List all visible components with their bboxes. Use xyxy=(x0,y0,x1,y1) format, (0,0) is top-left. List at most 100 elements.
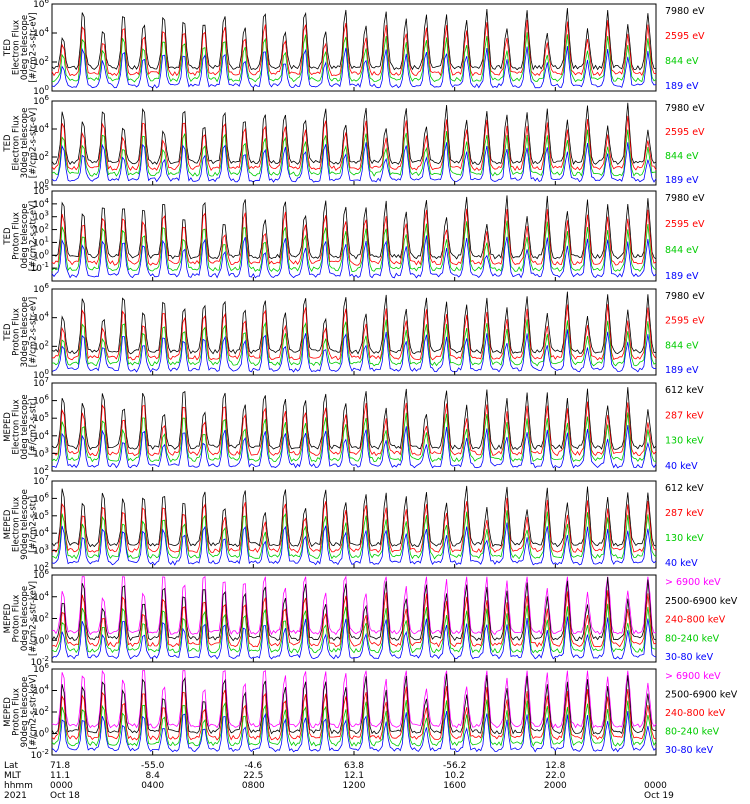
y-tick-label: 106 xyxy=(33,282,49,295)
y-axis-label: [#/cm2-s-str] xyxy=(29,496,39,553)
y-axis-label: 0deg telescope xyxy=(20,203,30,268)
x-tick-label: 0000 xyxy=(644,781,667,791)
y-axis-label: 90deg telescope xyxy=(20,677,30,748)
series-line-2 xyxy=(51,673,657,735)
y-axis-label: 30deg telescope xyxy=(20,108,30,179)
legend-entry: 2595 eV xyxy=(665,127,705,138)
legend-entry: 189 eV xyxy=(665,271,699,282)
legend-entry: 7980 eV xyxy=(665,291,705,302)
legend-entry: 80-240 keV xyxy=(665,727,720,738)
legend-entry: 2500-6900 keV xyxy=(665,690,738,701)
legend-entry: 612 keV xyxy=(665,385,704,396)
series-line-3 xyxy=(51,686,657,741)
y-axis-label: [#/cm2-s-str-eV] xyxy=(29,297,39,367)
series-line-3 xyxy=(51,319,657,367)
series-line-1 xyxy=(51,195,657,260)
x-tick-label: 10.2 xyxy=(445,771,465,781)
series-line-1 xyxy=(51,387,657,451)
series-line-4 xyxy=(51,424,657,469)
series-line-2 xyxy=(51,401,657,457)
y-axis-label: MEPED xyxy=(3,603,13,633)
x-tick-label: Oct 18 xyxy=(50,791,80,800)
series-line-4 xyxy=(51,699,657,747)
legend-entry: 844 eV xyxy=(665,340,699,351)
x-tick-label: -55.0 xyxy=(141,761,165,771)
x-tick-label: 1600 xyxy=(443,781,466,791)
x-tick-label: 71.8 xyxy=(50,761,70,771)
series-line-1 xyxy=(51,575,657,636)
series-line-5 xyxy=(51,616,657,660)
legend-entry: 189 eV xyxy=(665,81,699,92)
y-axis-label: Proton Flux xyxy=(12,688,22,736)
x-row-label: hhmm xyxy=(4,781,33,791)
series-line-3 xyxy=(51,32,657,83)
series-line-4 xyxy=(51,522,657,566)
series-line-4 xyxy=(51,329,657,373)
series-line-5 xyxy=(51,710,657,753)
y-axis-label: [#/cm2-s-str-eV] xyxy=(29,12,39,82)
x-tick-label: 8.4 xyxy=(146,771,161,781)
y-axis-label: [#/cm2-s-str-eV] xyxy=(29,108,39,178)
y-axis-label: MEPED xyxy=(3,509,13,539)
x-row-label: 2021 xyxy=(4,791,27,800)
legend-entry: 287 keV xyxy=(665,410,704,421)
legend-entry: 80-240 keV xyxy=(665,633,720,644)
legend-entry: 2595 eV xyxy=(665,31,705,42)
legend-entry: 30-80 keV xyxy=(665,745,714,756)
x-row-label: MLT xyxy=(4,771,22,781)
y-axis-label: Electron Flux xyxy=(12,497,22,552)
series-line-3 xyxy=(51,412,657,463)
series-line-2 xyxy=(51,19,657,77)
series-line-1 xyxy=(51,669,657,729)
series-line-1 xyxy=(51,102,657,165)
legend-entry: 844 eV xyxy=(665,245,699,256)
y-axis-label: 0deg telescope xyxy=(20,586,30,651)
series-line-1 xyxy=(51,8,657,71)
x-tick-label: 12.8 xyxy=(545,761,565,771)
y-axis-label: 30deg telescope xyxy=(20,297,30,368)
y-axis-label: TED xyxy=(3,134,13,153)
series-line-2 xyxy=(51,115,657,172)
series-line-3 xyxy=(51,510,657,560)
legend-entry: 240-800 keV xyxy=(665,708,726,719)
y-axis-label: MEPED xyxy=(3,697,13,727)
y-axis-label: Proton Flux xyxy=(12,308,22,356)
x-tick-label: Oct 19 xyxy=(644,791,674,800)
series-line-4 xyxy=(51,142,657,183)
legend-entry: 2595 eV xyxy=(665,219,705,230)
legend-entry: 844 eV xyxy=(665,151,699,162)
y-axis-label: TED xyxy=(3,227,13,246)
legend-entry: > 6900 keV xyxy=(665,671,721,682)
legend-entry: 189 eV xyxy=(665,365,699,376)
legend-entry: 130 keV xyxy=(665,533,704,544)
legend-entry: 40 keV xyxy=(665,558,698,569)
y-axis-label: Electron Flux xyxy=(12,399,22,454)
legend-entry: 2500-6900 keV xyxy=(665,596,738,607)
y-axis-label: 90deg telescope xyxy=(20,489,30,560)
series-line-2 xyxy=(51,497,657,554)
x-tick-label: 22.0 xyxy=(545,771,565,781)
legend-entry: 240-800 keV xyxy=(665,615,726,626)
series-line-2 xyxy=(51,208,657,266)
x-tick-label: -56.2 xyxy=(443,761,466,771)
series-line-3 xyxy=(51,129,657,177)
x-tick-label: 0400 xyxy=(141,781,164,791)
y-axis-label: MEPED xyxy=(3,412,13,442)
legend-entry: 2595 eV xyxy=(665,316,705,327)
y-axis-label: TED xyxy=(3,38,13,57)
y-axis-label: [#/cm2-s-str-eV] xyxy=(29,201,39,271)
legend-entry: 189 eV xyxy=(665,175,699,186)
y-axis-label: 0deg telescope xyxy=(20,15,30,80)
legend-entry: 7980 eV xyxy=(665,6,705,17)
x-tick-label: -4.6 xyxy=(245,761,263,771)
legend-entry: 612 keV xyxy=(665,483,704,494)
